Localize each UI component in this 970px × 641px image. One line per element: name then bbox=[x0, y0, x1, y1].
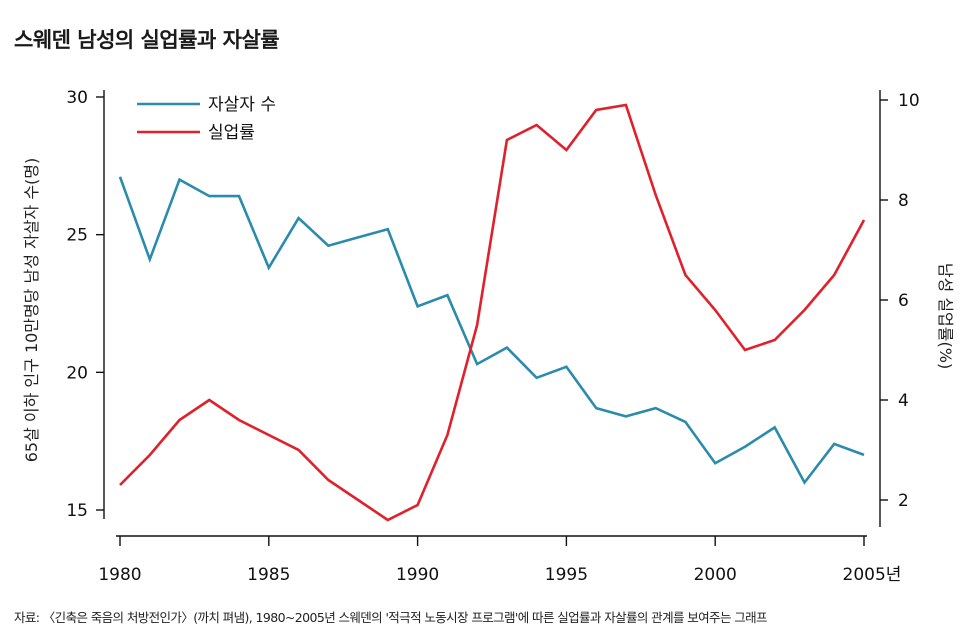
chart-title: 스웨덴 남성의 실업률과 자살률 bbox=[14, 28, 280, 52]
source-note: 자료: 〈긴축은 죽음의 처방전인가〉(까치 펴냄), 1980~2005년 스… bbox=[14, 610, 768, 625]
ticks: 15 20 25 30 2 4 6 8 10 1980 1985 1990 1995 2000 2005년 bbox=[66, 88, 919, 585]
y-right-tick-label: 6 bbox=[898, 291, 909, 311]
y-right-tick-label: 4 bbox=[898, 391, 909, 411]
legend-label-1: 자살자 수 bbox=[208, 95, 276, 115]
y-left-tick-label: 20 bbox=[66, 363, 88, 383]
y-left-tick-label: 30 bbox=[66, 88, 88, 108]
x-tick-label: 1995 bbox=[545, 565, 588, 585]
legend-label-2: 실업률 bbox=[208, 123, 255, 143]
chart-area: 65살 이하 인구 10만명당 남성 자살자 수(명) 남성 실업률(%) 15 2… bbox=[22, 88, 955, 585]
y-left-axis-label: 65살 이하 인구 10만명당 남성 자살자 수(명) bbox=[22, 158, 41, 463]
x-tick-label: 1980 bbox=[98, 565, 141, 585]
series-line-1 bbox=[118, 176, 865, 485]
y-left-tick-label: 15 bbox=[66, 501, 88, 521]
x-tick-label: 1990 bbox=[396, 565, 439, 585]
x-tick-label: 2005년 bbox=[843, 565, 902, 585]
y-left-tick-label: 25 bbox=[66, 226, 88, 246]
series-group bbox=[118, 103, 866, 522]
y-right-tick-label: 10 bbox=[898, 91, 920, 111]
x-tick-label: 1985 bbox=[247, 565, 290, 585]
y-right-axis-label: 남성 실업률(%) bbox=[936, 263, 955, 369]
y-right-tick-label: 2 bbox=[898, 491, 909, 511]
x-tick-label: 2000 bbox=[694, 565, 737, 585]
series-line-2 bbox=[119, 103, 866, 522]
axes: 65살 이하 인구 10만명당 남성 자살자 수(명) 남성 실업률(%) bbox=[22, 90, 955, 537]
y-right-tick-label: 8 bbox=[898, 191, 909, 211]
